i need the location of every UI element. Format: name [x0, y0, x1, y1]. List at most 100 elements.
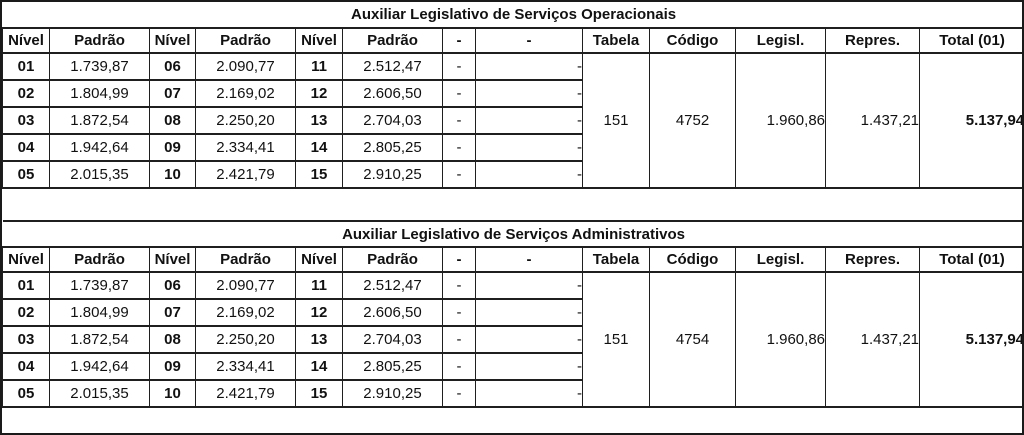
nivel-cell: 07 [149, 298, 196, 327]
dash-cell: - [442, 379, 476, 408]
col-header-nivel-c: Nível [295, 27, 343, 54]
col-header-padrao-c: Padrão [342, 27, 443, 54]
header-row: Nível Padrão Nível Padrão Nível Padrão -… [2, 27, 1022, 54]
nivel-cell: 02 [2, 79, 50, 108]
dash-cell: - [442, 325, 476, 354]
padrao-cell: 2.090,77 [195, 271, 296, 300]
col-header-codigo: Código [649, 27, 736, 54]
col-header-tabela: Tabela [582, 246, 650, 273]
col-header-dash-2: - [475, 27, 583, 54]
padrao-cell: 2.169,02 [195, 79, 296, 108]
col-header-codigo: Código [649, 246, 736, 273]
nivel-cell: 13 [295, 325, 343, 354]
table-title: Auxiliar Legislativo de Serviços Adminis… [2, 220, 1022, 248]
col-header-nivel-a: Nível [2, 27, 50, 54]
padrao-cell: 2.015,35 [49, 160, 150, 189]
padrao-cell: 2.421,79 [195, 379, 296, 408]
legisl-value: 1.960,86 [735, 52, 826, 189]
padrao-cell: 2.704,03 [342, 106, 443, 135]
padrao-cell: 2.606,50 [342, 298, 443, 327]
padrao-cell: 2.606,50 [342, 79, 443, 108]
table-row: 01 1.739,87 06 2.090,77 11 2.512,47 - - … [2, 271, 1022, 408]
salary-table-operacionais: Auxiliar Legislativo de Serviços Operaci… [2, 2, 1023, 189]
col-header-dash-2: - [475, 246, 583, 273]
table-row: 01 1.739,87 06 2.090,77 11 2.512,47 - - … [2, 52, 1022, 189]
padrao-cell: 1.872,54 [49, 325, 150, 354]
nivel-cell: 12 [295, 79, 343, 108]
padrao-cell: 2.805,25 [342, 133, 443, 162]
table-row: 05 2.015,35 10 2.421,79 15 2.910,25 - - [2, 160, 1023, 189]
total-value: 5.137,94 [918, 271, 1022, 408]
repres-value: 1.437,21 [825, 271, 920, 408]
dash-cell: - [442, 52, 476, 81]
padrao-cell: 2.512,47 [342, 271, 443, 300]
dash-cell: - [475, 298, 583, 327]
dash-cell: - [442, 298, 476, 327]
col-header-repres: Repres. [825, 27, 920, 54]
table-row: 03 1.872,54 08 2.250,20 13 2.704,03 - - [2, 325, 1023, 354]
col-header-total: Total (01) [918, 246, 1022, 273]
nivel-cell: 03 [2, 325, 50, 354]
padrao-cell: 2.512,47 [342, 52, 443, 81]
nivel-cell: 11 [295, 271, 343, 300]
dash-cell: - [442, 133, 476, 162]
table-title-row: Auxiliar Legislativo de Serviços Operaci… [2, 2, 1022, 29]
padrao-cell: 2.910,25 [342, 379, 443, 408]
col-header-padrao-a: Padrão [49, 27, 150, 54]
tabela-value: 151 [582, 271, 650, 408]
table-row: 04 1.942,64 09 2.334,41 14 2.805,25 - - [2, 352, 1023, 381]
dash-cell: - [475, 325, 583, 354]
col-header-legisl: Legisl. [735, 246, 826, 273]
repres-value: 1.437,21 [825, 52, 920, 189]
col-header-padrao-a: Padrão [49, 246, 150, 273]
table-row: 03 1.872,54 08 2.250,20 13 2.704,03 - - [2, 106, 1023, 135]
nivel-cell: 10 [149, 160, 196, 189]
col-header-nivel-b: Nível [149, 246, 196, 273]
col-header-nivel-c: Nível [295, 246, 343, 273]
padrao-cell: 2.015,35 [49, 379, 150, 408]
nivel-cell: 06 [149, 271, 196, 300]
col-header-padrao-c: Padrão [342, 246, 443, 273]
nivel-cell: 07 [149, 79, 196, 108]
col-header-total: Total (01) [918, 27, 1022, 54]
nivel-cell: 11 [295, 52, 343, 81]
padrao-cell: 1.942,64 [49, 133, 150, 162]
padrao-cell: 1.804,99 [49, 79, 150, 108]
nivel-cell: 14 [295, 352, 343, 381]
nivel-cell: 12 [295, 298, 343, 327]
padrao-cell: 2.421,79 [195, 160, 296, 189]
padrao-cell: 1.739,87 [49, 52, 150, 81]
table-row: 02 1.804,99 07 2.169,02 12 2.606,50 - - [2, 298, 1023, 327]
nivel-cell: 08 [149, 106, 196, 135]
codigo-value: 4752 [649, 52, 736, 189]
padrao-cell: 1.942,64 [49, 352, 150, 381]
dash-cell: - [442, 79, 476, 108]
nivel-cell: 13 [295, 106, 343, 135]
header-row: Nível Padrão Nível Padrão Nível Padrão -… [2, 246, 1022, 273]
nivel-cell: 05 [2, 379, 50, 408]
col-header-nivel-b: Nível [149, 27, 196, 54]
col-header-padrao-b: Padrão [195, 246, 296, 273]
padrao-cell: 2.910,25 [342, 160, 443, 189]
col-header-padrao-b: Padrão [195, 27, 296, 54]
padrao-cell: 2.169,02 [195, 298, 296, 327]
col-header-tabela: Tabela [582, 27, 650, 54]
nivel-cell: 09 [149, 133, 196, 162]
nivel-cell: 05 [2, 160, 50, 189]
padrao-cell: 2.250,20 [195, 325, 296, 354]
padrao-cell: 2.334,41 [195, 133, 296, 162]
legisl-value: 1.960,86 [735, 271, 826, 408]
table-title: Auxiliar Legislativo de Serviços Operaci… [2, 2, 1022, 29]
nivel-cell: 08 [149, 325, 196, 354]
dash-cell: - [475, 271, 583, 300]
total-value: 5.137,94 [918, 52, 1022, 189]
nivel-cell: 10 [149, 379, 196, 408]
padrao-cell: 2.704,03 [342, 325, 443, 354]
table-gap [2, 189, 1022, 220]
dash-cell: - [442, 271, 476, 300]
dash-cell: - [475, 379, 583, 408]
dash-cell: - [442, 160, 476, 189]
col-header-nivel-a: Nível [2, 246, 50, 273]
codigo-value: 4754 [649, 271, 736, 408]
